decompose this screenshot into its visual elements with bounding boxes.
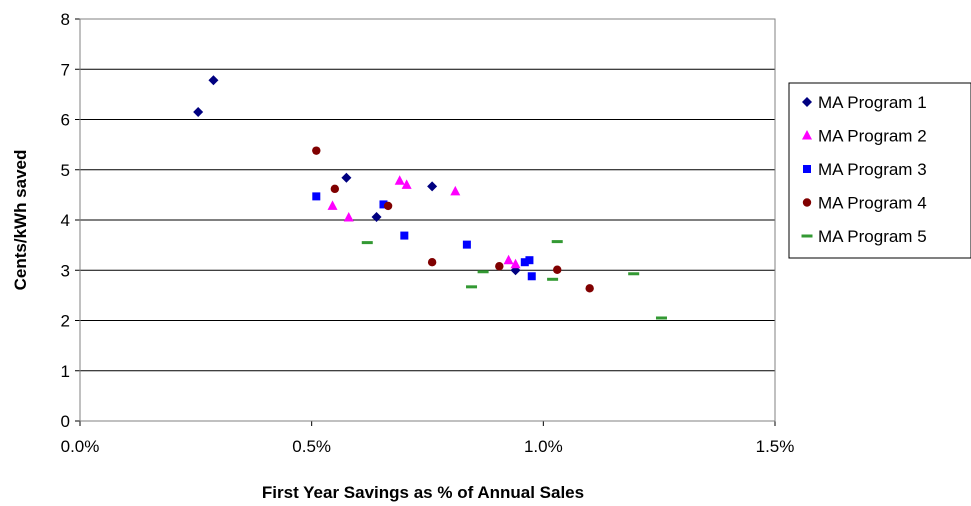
data-markers — [193, 75, 667, 320]
legend-marker — [802, 198, 812, 207]
data-point — [655, 316, 667, 320]
grid-lines — [75, 18, 776, 426]
y-axis-title: Cents/kWh saved — [11, 150, 30, 291]
legend-marker — [803, 165, 811, 173]
legend-label: MA Program 1 — [818, 93, 927, 112]
x-tick-label: 1.5% — [756, 437, 795, 456]
y-tick-label: 6 — [61, 111, 70, 130]
legend-item: MA Program 5 — [801, 227, 927, 246]
data-point — [379, 200, 388, 209]
data-point — [450, 185, 461, 196]
plot-area-border — [79, 18, 776, 422]
data-point — [341, 172, 352, 183]
legend-label: MA Program 5 — [818, 227, 927, 246]
y-tick-label: 3 — [61, 261, 70, 280]
legend-box — [788, 82, 971, 259]
data-point — [495, 262, 504, 271]
series-3-markers — [312, 192, 536, 281]
legend-label: MA Program 2 — [818, 127, 927, 146]
x-tick-label: 0.0% — [61, 437, 100, 456]
data-point — [427, 181, 438, 192]
data-point — [371, 211, 382, 222]
data-point — [525, 256, 534, 265]
data-point — [503, 254, 514, 265]
data-point — [343, 211, 354, 222]
data-point — [327, 200, 338, 210]
y-tick-label: 8 — [61, 10, 70, 29]
x-axis-title: First Year Savings as % of Annual Sales — [262, 483, 584, 502]
data-point — [553, 265, 562, 274]
data-point — [312, 192, 321, 201]
series-2-markers — [327, 175, 521, 269]
y-tick-label: 4 — [61, 211, 70, 230]
y-tick-labels: 0 1 2 3 4 5 6 7 8 — [61, 10, 70, 431]
data-point — [427, 258, 437, 267]
data-point — [383, 201, 393, 211]
data-point — [547, 277, 559, 281]
data-point — [312, 146, 321, 155]
data-point — [400, 231, 409, 240]
data-point — [193, 106, 204, 117]
x-tick-label: 1.0% — [524, 437, 563, 456]
legend-items: MA Program 1 MA Program 2 MA Program 3 MA P… — [801, 93, 927, 246]
y-tick-label: 0 — [61, 412, 70, 431]
y-tick-label: 1 — [61, 362, 70, 381]
data-point — [477, 270, 489, 274]
data-point — [520, 258, 529, 267]
data-point — [585, 284, 594, 293]
data-point — [330, 184, 340, 194]
legend-item: MA Program 2 — [802, 127, 927, 146]
legend: MA Program 1 MA Program 2 MA Program 3 MA P… — [788, 82, 971, 259]
y-tick-label: 2 — [61, 312, 70, 331]
data-point — [361, 241, 373, 245]
data-point — [394, 175, 405, 185]
legend-marker — [802, 97, 812, 107]
legend-item: MA Program 1 — [802, 93, 927, 112]
series-4-markers — [312, 146, 594, 293]
data-point — [628, 272, 640, 276]
y-tick-label: 5 — [61, 161, 70, 180]
legend-marker — [802, 130, 812, 140]
series-5-markers — [361, 240, 667, 320]
legend-marker — [801, 234, 813, 238]
data-point — [551, 240, 563, 244]
legend-item: MA Program 4 — [802, 194, 927, 213]
y-tick-label: 7 — [61, 60, 70, 79]
data-point — [466, 285, 478, 289]
data-point — [462, 240, 471, 249]
data-point — [208, 75, 219, 86]
legend-label: MA Program 3 — [818, 160, 927, 179]
x-tick-label: 0.5% — [292, 437, 331, 456]
legend-label: MA Program 4 — [818, 194, 927, 213]
data-point — [401, 179, 412, 189]
legend-item: MA Program 3 — [803, 160, 927, 179]
data-point — [527, 272, 536, 281]
x-tick-labels: 0.0% 0.5% 1.0% 1.5% — [61, 437, 795, 456]
data-point — [510, 258, 521, 269]
